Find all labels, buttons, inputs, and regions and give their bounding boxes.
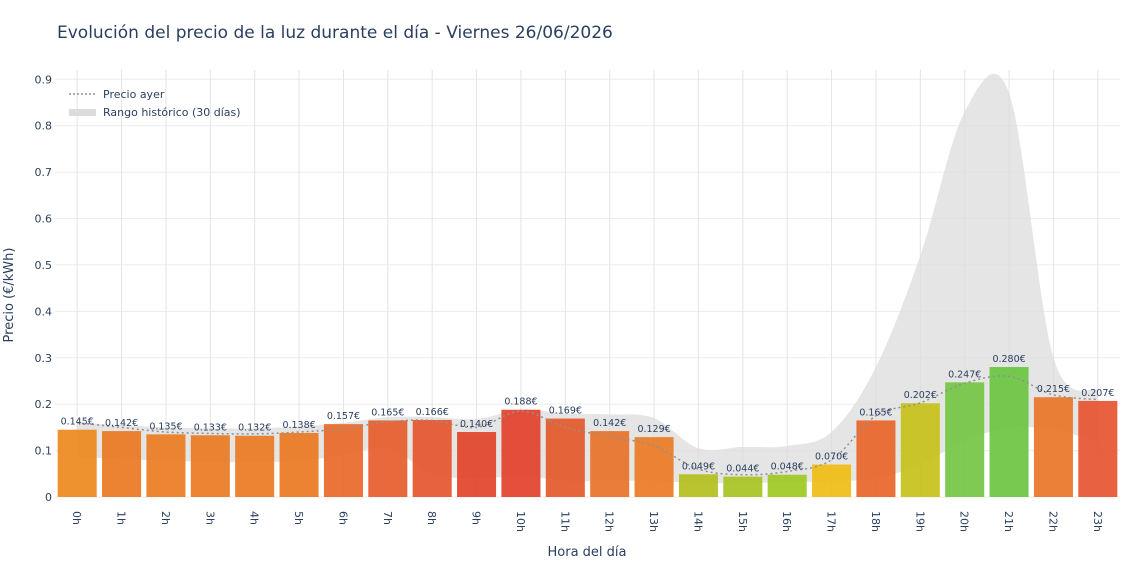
y-tick-label: 0.5 bbox=[35, 259, 53, 272]
y-tick-label: 0.6 bbox=[35, 213, 53, 226]
bar-value-label: 0.140€ bbox=[460, 419, 493, 430]
bar-value-label: 0.132€ bbox=[238, 423, 271, 434]
y-tick-label: 0.4 bbox=[35, 305, 53, 318]
bar-value-label: 0.049€ bbox=[682, 461, 715, 472]
bar-value-label: 0.142€ bbox=[593, 418, 626, 429]
bar-value-label: 0.280€ bbox=[992, 354, 1025, 365]
y-axis-ticks: 0 0.1 0.2 0.3 0.4 0.5 0.6 0.7 0.8 0.9 bbox=[35, 73, 53, 504]
bar-value-label: 0.166€ bbox=[416, 407, 449, 418]
bar-13h bbox=[634, 437, 674, 497]
historic-range-band bbox=[77, 73, 1098, 484]
x-axis-ticks: 0h 1h 2h 3h 4h 5h 6h 7h 8h 9h 10h 11h 12h 13h 14h 15h 16… bbox=[70, 511, 1104, 532]
bar-value-label: 0.215€ bbox=[1037, 384, 1070, 395]
x-tick-label: 6h bbox=[336, 511, 349, 525]
legend-yesterday-label: Precio ayer bbox=[103, 88, 165, 101]
y-tick-label: 0.1 bbox=[35, 445, 53, 458]
x-tick-label: 15h bbox=[736, 511, 749, 532]
bar-value-label: 0.133€ bbox=[194, 422, 227, 433]
bar-value-label: 0.138€ bbox=[282, 420, 315, 431]
x-tick-label: 0h bbox=[70, 511, 83, 525]
bar-16h bbox=[767, 474, 807, 497]
bar-6h bbox=[323, 424, 363, 497]
x-tick-label: 9h bbox=[470, 511, 483, 525]
x-tick-label: 16h bbox=[780, 511, 793, 532]
x-tick-label: 12h bbox=[603, 511, 616, 532]
y-axis-title: Precio (€/kWh) bbox=[2, 248, 17, 343]
bar-22h bbox=[1033, 397, 1073, 497]
bar-11h bbox=[545, 418, 585, 497]
legend-range-label: Rango histórico (30 días) bbox=[103, 106, 241, 119]
bar-14h bbox=[678, 474, 718, 497]
y-tick-label: 0.2 bbox=[35, 398, 53, 411]
x-tick-label: 20h bbox=[958, 511, 971, 532]
y-tick-label: 0.7 bbox=[35, 166, 53, 179]
bar-20h bbox=[945, 382, 985, 497]
bar-12h bbox=[590, 431, 630, 497]
bar-value-label: 0.135€ bbox=[149, 421, 182, 432]
bar-23h bbox=[1078, 400, 1118, 497]
x-tick-label: 3h bbox=[203, 511, 216, 525]
x-tick-label: 5h bbox=[292, 511, 305, 525]
bar-1h bbox=[102, 431, 142, 497]
yesterday-line-path bbox=[77, 375, 1098, 476]
bar-21h bbox=[989, 367, 1029, 497]
historic-range-area bbox=[77, 73, 1098, 484]
x-tick-label: 8h bbox=[425, 511, 438, 525]
x-tick-label: 18h bbox=[869, 511, 882, 532]
y-tick-label: 0.8 bbox=[35, 120, 53, 133]
bar-17h bbox=[812, 464, 852, 497]
bar-8h bbox=[412, 419, 452, 497]
bar-4h bbox=[235, 435, 275, 497]
bar-10h bbox=[501, 409, 541, 497]
bar-18h bbox=[856, 420, 896, 497]
x-tick-label: 19h bbox=[913, 511, 926, 532]
bar-value-label: 0.165€ bbox=[371, 407, 404, 418]
bar-2h bbox=[146, 434, 186, 497]
x-tick-label: 13h bbox=[647, 511, 660, 532]
x-tick-label: 4h bbox=[248, 511, 261, 525]
x-tick-label: 14h bbox=[691, 511, 704, 532]
bar-value-label: 0.207€ bbox=[1081, 388, 1114, 399]
bar-value-label: 0.145€ bbox=[61, 417, 94, 428]
bar-value-label: 0.165€ bbox=[859, 407, 892, 418]
legend-range-swatch bbox=[69, 109, 96, 116]
bars bbox=[57, 367, 1118, 497]
bar-9h bbox=[457, 432, 497, 497]
bar-7h bbox=[368, 420, 408, 497]
y-tick-label: 0.9 bbox=[35, 73, 53, 86]
y-tick-label: 0 bbox=[45, 491, 52, 504]
bar-3h bbox=[190, 435, 230, 497]
bar-value-label: 0.157€ bbox=[327, 411, 360, 422]
bar-value-label: 0.044€ bbox=[726, 464, 759, 475]
bar-value-label: 0.129€ bbox=[637, 424, 670, 435]
x-tick-label: 1h bbox=[115, 511, 128, 525]
bar-value-label: 0.188€ bbox=[504, 397, 537, 408]
bar-19h bbox=[900, 403, 940, 497]
x-tick-label: 21h bbox=[1002, 511, 1015, 532]
y-tick-label: 0.3 bbox=[35, 352, 53, 365]
bar-5h bbox=[279, 432, 319, 497]
bar-value-label: 0.202€ bbox=[904, 390, 937, 401]
chart-title: Evolución del precio de la luz durante e… bbox=[57, 23, 613, 43]
x-tick-label: 10h bbox=[514, 511, 527, 532]
legend: Precio ayer Rango histórico (30 días) bbox=[69, 88, 241, 119]
x-tick-label: 2h bbox=[159, 511, 172, 525]
x-tick-label: 11h bbox=[558, 511, 571, 532]
bar-15h bbox=[723, 476, 763, 497]
x-tick-label: 23h bbox=[1091, 511, 1104, 532]
yesterday-price-line bbox=[77, 375, 1098, 476]
bar-value-label: 0.247€ bbox=[948, 369, 981, 380]
bar-value-label: 0.070€ bbox=[815, 452, 848, 463]
bar-value-label: 0.048€ bbox=[771, 462, 804, 473]
x-tick-label: 7h bbox=[381, 511, 394, 525]
x-axis-title: Hora del día bbox=[548, 545, 627, 560]
bar-value-label: 0.169€ bbox=[549, 406, 582, 417]
bar-value-labels: 0.145€ 0.142€ 0.135€ 0.133€ 0.132€ 0.138€ 0.15… bbox=[61, 354, 1115, 475]
bar-0h bbox=[57, 429, 97, 497]
x-tick-label: 22h bbox=[1046, 511, 1059, 532]
bar-value-label: 0.142€ bbox=[105, 418, 138, 429]
x-tick-label: 17h bbox=[825, 511, 838, 532]
